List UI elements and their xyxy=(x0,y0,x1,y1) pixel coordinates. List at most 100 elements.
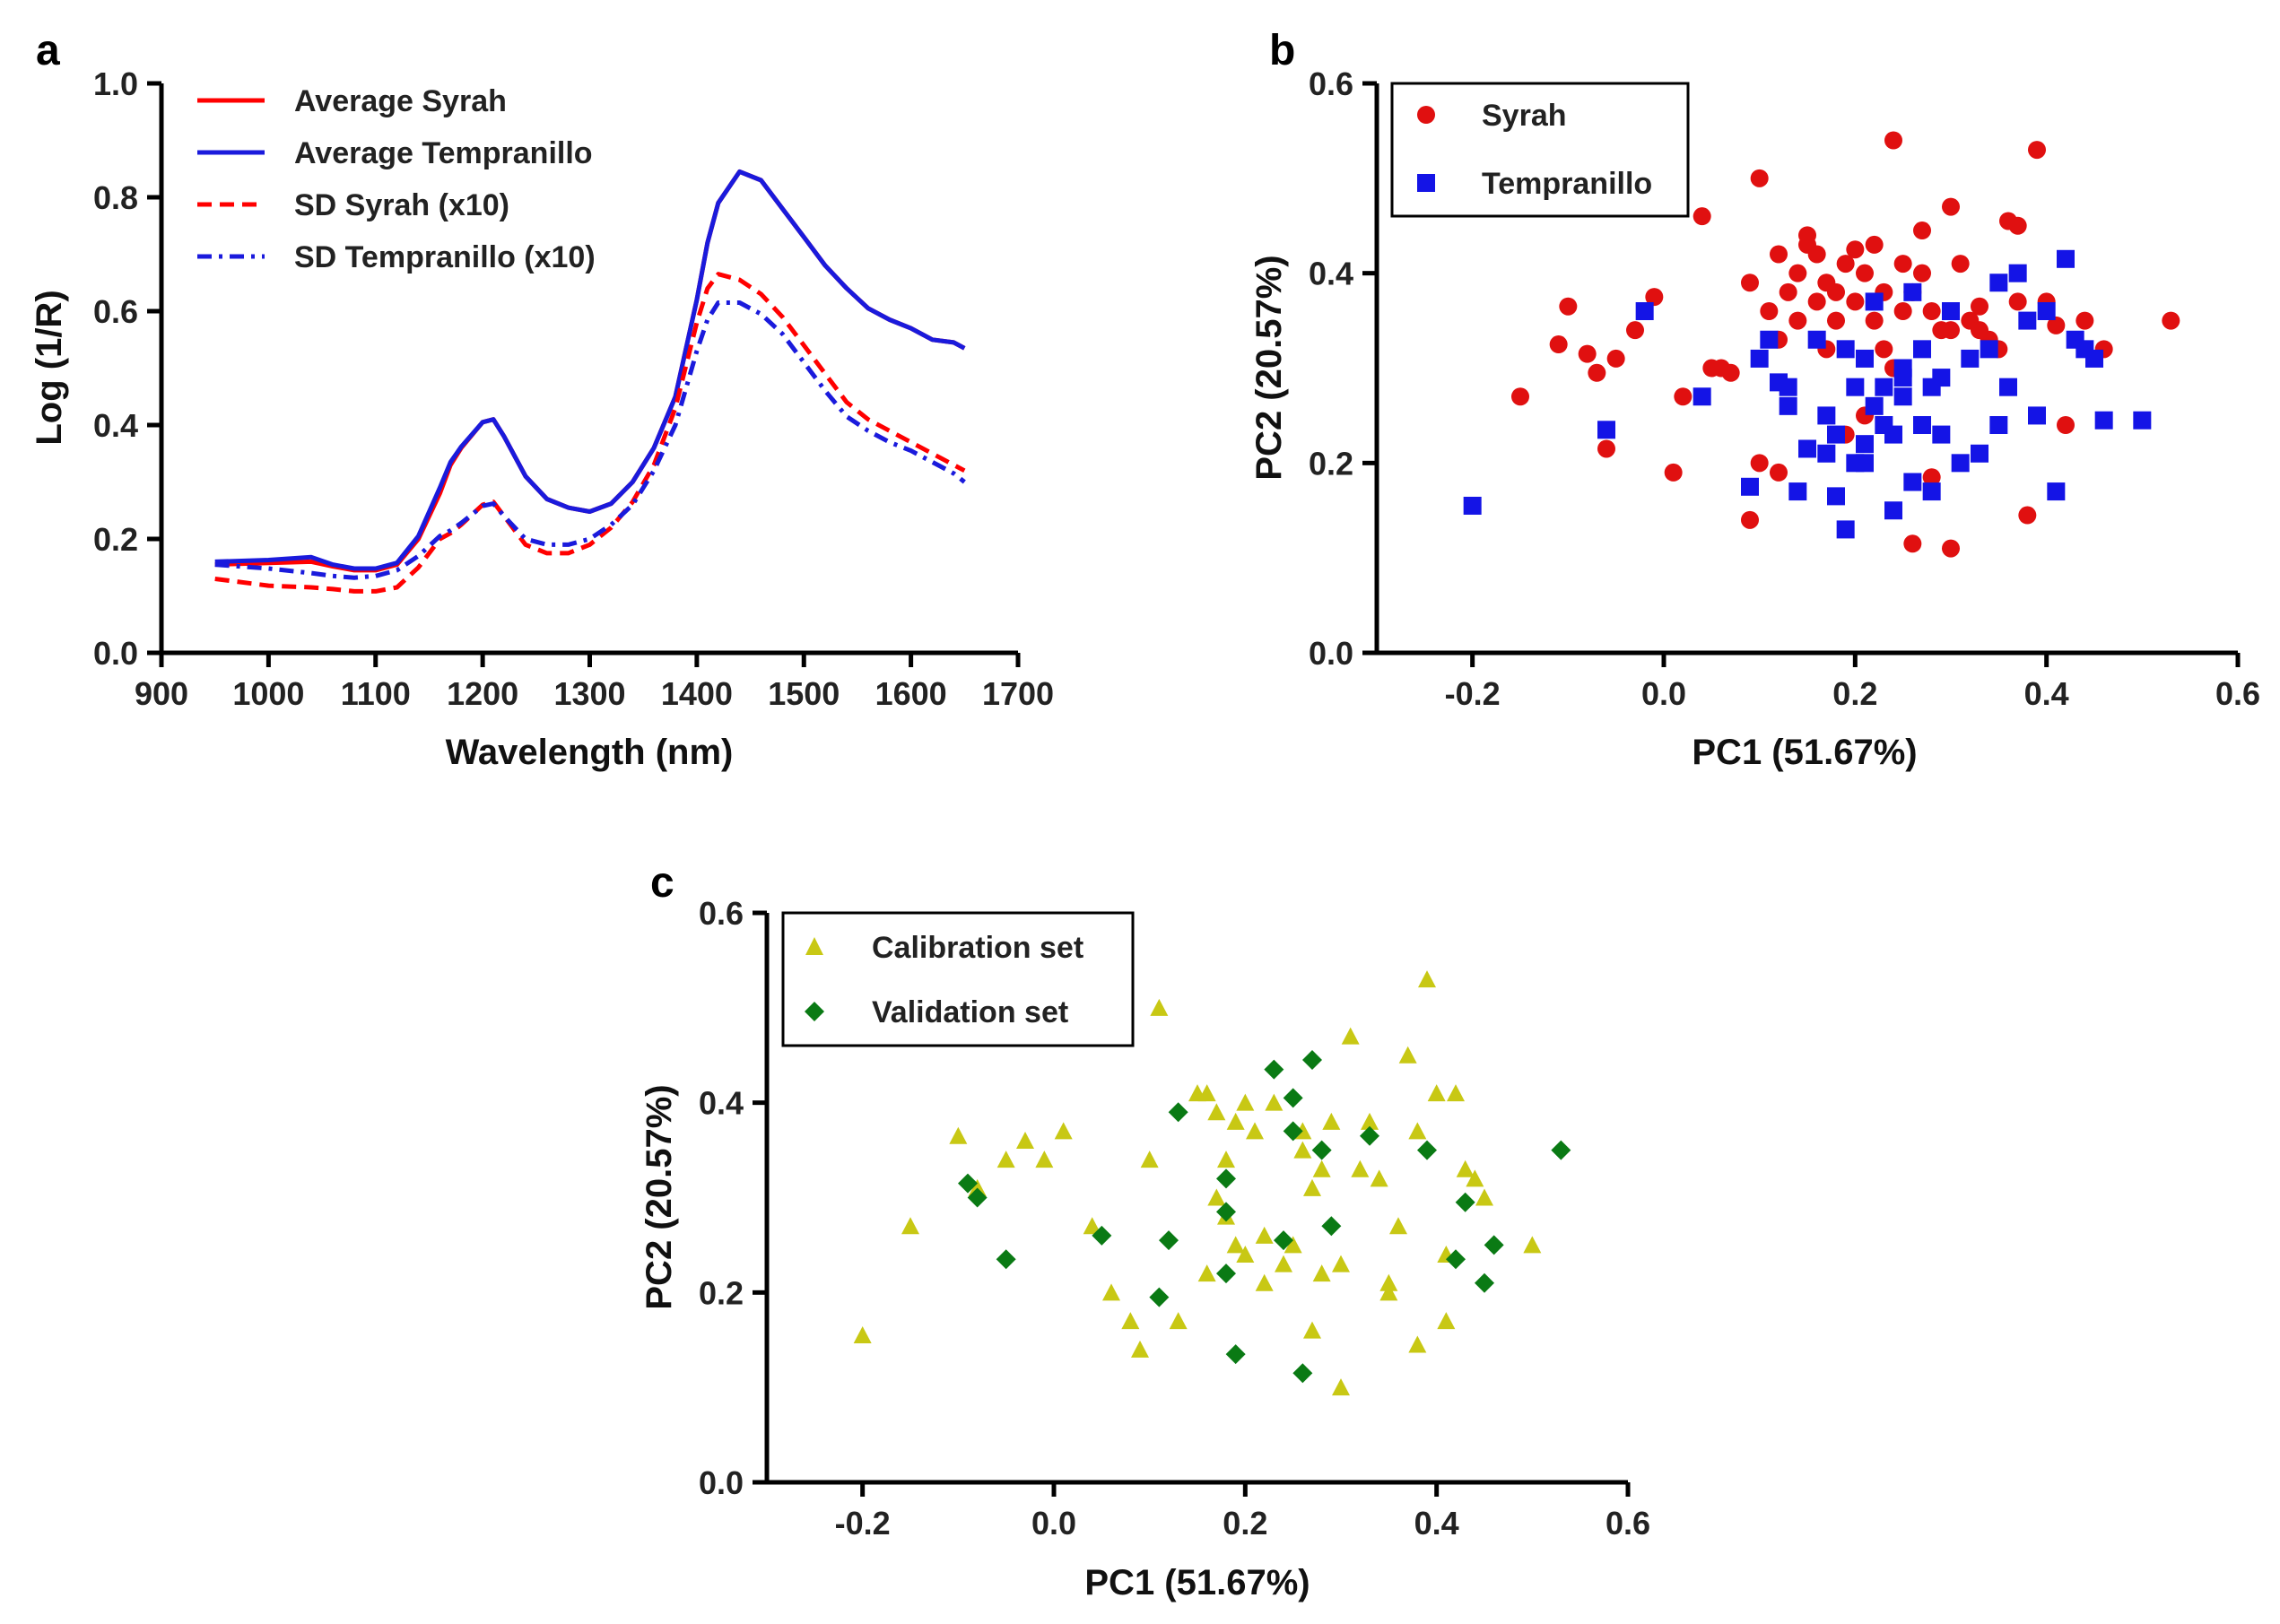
point-syrah xyxy=(1741,510,1759,529)
point-tempranillo xyxy=(1597,421,1615,439)
panel-a-x-tick-label: 1200 xyxy=(447,675,518,712)
point-calibration-set xyxy=(1447,1084,1465,1102)
panel-b-x-tick-label: 0.0 xyxy=(1641,675,1686,712)
panel-b-axes: -0.2 0.0 0.2 0.4 0.6 0.0 0.2 0.4 0.6 xyxy=(1309,65,2260,712)
point-tempranillo xyxy=(1913,416,1931,434)
series-line-average-tempranillo xyxy=(214,169,966,571)
point-tempranillo xyxy=(2008,264,2027,282)
point-tempranillo xyxy=(1856,349,1874,368)
point-syrah xyxy=(1827,311,1845,330)
point-calibration-set xyxy=(1351,1159,1370,1177)
point-calibration-set xyxy=(1102,1283,1120,1301)
point-calibration-set xyxy=(1246,1122,1264,1140)
point-calibration-set xyxy=(1370,1169,1388,1187)
panel-b-pca-variety-chart: b -0.2 0.0 0.2 0.4 0.6 0.0 0.2 0.4 0.6 PC1 (51.6… xyxy=(1249,27,2260,772)
point-tempranillo xyxy=(1932,425,1951,444)
point-calibration-set xyxy=(1054,1122,1073,1140)
legend-marker-validation-set xyxy=(805,1002,824,1021)
point-tempranillo xyxy=(1971,444,1988,463)
point-syrah xyxy=(1942,539,1960,558)
point-calibration-set xyxy=(1303,1178,1321,1196)
point-validation-set xyxy=(1274,1230,1293,1251)
point-tempranillo xyxy=(1865,396,1884,415)
panel-a-series-lines xyxy=(214,169,966,594)
point-validation-set xyxy=(1551,1140,1571,1160)
point-tempranillo xyxy=(1999,378,2017,396)
point-tempranillo xyxy=(1893,387,1912,406)
point-syrah xyxy=(1807,292,1826,311)
point-calibration-set xyxy=(1197,1264,1216,1282)
point-calibration-set xyxy=(1035,1151,1054,1168)
point-calibration-set xyxy=(996,1151,1015,1168)
point-validation-set xyxy=(1225,1344,1246,1365)
point-calibration-set xyxy=(1427,1084,1446,1102)
panel-a-y-tick-label: 1.0 xyxy=(93,65,138,102)
panel-b-y-tick-label: 0.6 xyxy=(1309,65,1353,102)
panel-b-points xyxy=(1463,131,2180,558)
point-calibration-set xyxy=(949,1126,968,1144)
point-tempranillo xyxy=(1922,482,1941,501)
point-syrah xyxy=(1511,387,1529,406)
point-tempranillo xyxy=(1932,369,1951,387)
point-tempranillo xyxy=(1760,330,1779,349)
point-syrah xyxy=(1693,207,1711,226)
point-syrah xyxy=(1922,302,1941,320)
point-tempranillo xyxy=(1903,473,1922,491)
point-syrah xyxy=(1798,235,1816,254)
point-tempranillo xyxy=(1817,444,1836,463)
point-syrah xyxy=(1893,255,1912,274)
point-syrah xyxy=(2008,216,2027,235)
point-calibration-set xyxy=(1475,1188,1493,1206)
point-syrah xyxy=(2028,141,2046,160)
panel-a-y-tick-label: 0.4 xyxy=(93,407,138,444)
point-tempranillo xyxy=(1989,274,2008,292)
point-tempranillo xyxy=(2057,249,2075,268)
point-tempranillo xyxy=(2133,411,2152,430)
point-tempranillo xyxy=(1788,482,1807,501)
point-syrah xyxy=(1750,169,1769,187)
point-validation-set xyxy=(1292,1363,1313,1384)
point-validation-set xyxy=(1360,1125,1379,1146)
point-calibration-set xyxy=(1408,1335,1427,1353)
point-calibration-set xyxy=(1083,1217,1101,1235)
point-tempranillo xyxy=(1865,292,1884,311)
point-calibration-set xyxy=(1265,1093,1284,1111)
point-syrah xyxy=(1846,240,1865,259)
panel-a-y-tick-label: 0.0 xyxy=(93,635,138,672)
panel-c-y-axis-title: PC2 (20.57%) xyxy=(640,1084,679,1309)
panel-a-axes: 900 1000 1100 1200 1300 1400 1500 1600 1700 0.0 0.… xyxy=(93,65,1054,712)
point-tempranillo xyxy=(1779,378,1797,396)
panel-a-x-tick-label: 1100 xyxy=(341,675,411,712)
point-syrah xyxy=(1741,274,1759,292)
point-calibration-set xyxy=(1312,1264,1331,1282)
point-syrah xyxy=(1942,321,1960,340)
panel-a-x-tick-label: 1500 xyxy=(768,675,840,712)
point-syrah xyxy=(1770,245,1788,264)
point-tempranillo xyxy=(1817,406,1836,425)
point-validation-set xyxy=(1302,1050,1322,1071)
point-calibration-set xyxy=(1226,1236,1245,1254)
legend-label-validation-set: Validation set xyxy=(872,995,1068,1029)
point-tempranillo xyxy=(1846,378,1865,396)
legend-marker-calibration-set xyxy=(805,937,823,955)
point-tempranillo xyxy=(1750,349,1769,368)
legend-label-average-tempranillo: Average Tempranillo xyxy=(294,136,593,170)
panel-c-points xyxy=(853,970,1571,1396)
point-tempranillo xyxy=(1980,340,1998,359)
point-tempranillo xyxy=(1884,425,1902,444)
point-syrah xyxy=(1922,468,1941,487)
point-syrah xyxy=(1645,288,1664,307)
panel-a-y-tick-label: 0.8 xyxy=(93,179,138,216)
point-tempranillo xyxy=(1807,330,1826,349)
point-syrah xyxy=(1893,302,1912,320)
panel-c-y-tick-label: 0.0 xyxy=(699,1464,744,1501)
panel-c-x-tick-label: -0.2 xyxy=(835,1505,891,1541)
panel-a-y-tick-label: 0.2 xyxy=(93,521,138,558)
point-syrah xyxy=(1588,363,1606,382)
point-syrah xyxy=(1865,311,1884,330)
legend-marker-syrah xyxy=(1417,106,1435,124)
point-syrah xyxy=(1856,264,1874,282)
point-validation-set xyxy=(1168,1102,1188,1123)
legend-label-average-syrah: Average Syrah xyxy=(294,84,507,118)
point-syrah xyxy=(1626,321,1644,340)
